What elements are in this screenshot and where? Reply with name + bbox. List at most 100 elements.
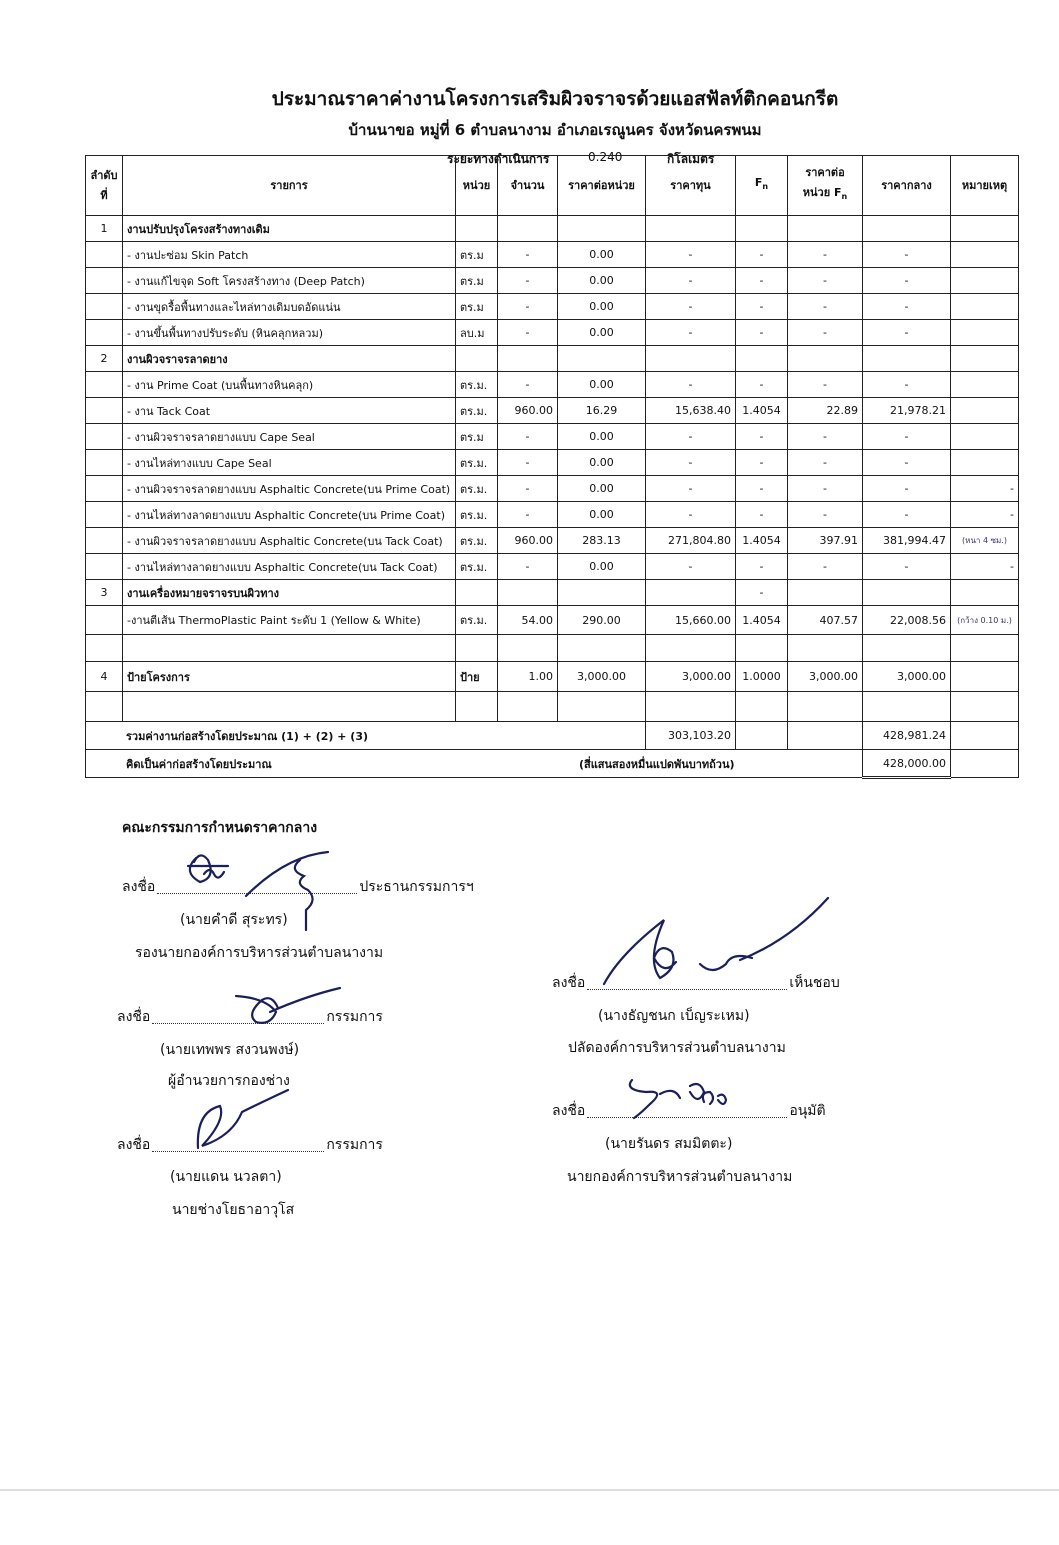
cell-cost: - — [645, 293, 736, 320]
cell-mid-price: 3,000.00 — [862, 661, 951, 692]
cell-cost: - — [645, 423, 736, 450]
cell-qty: - — [497, 267, 558, 294]
header-text: หน่วย — [462, 178, 491, 192]
cell-item: - งานไหล่ทางลาดยางแบบ Asphaltic Concrete… — [122, 553, 456, 580]
cell-unit: ลบ.ม — [455, 319, 498, 346]
header-cell: หมายเหตุ — [950, 155, 1019, 216]
cell-cost — [645, 691, 736, 722]
cell-f: 1.4054 — [735, 605, 788, 635]
cell-unit — [455, 691, 498, 722]
title: ประมาณราคาค่างานโครงการเสริมผิวจราจรด้วย… — [271, 88, 839, 110]
cell-item: - งานขึ้นพื้นทางปรับระดับ (หินคลุกหลวม) — [122, 319, 456, 346]
estimate-row: คิดเป็นค่าก่อสร้างโดยประมาณ (สี่แสนสองหมื… — [85, 749, 1019, 779]
total-cost: 303,103.20 — [645, 721, 736, 750]
cell-price-f: - — [787, 449, 863, 476]
cell-price-f: - — [787, 475, 863, 502]
table-row: - งานแก้ไขจุด Soft โครงสร้างทาง (Deep Pa… — [85, 267, 1019, 294]
cell-qty: 960.00 — [497, 397, 558, 424]
cell-no — [85, 605, 123, 635]
table-row: - งานปะซ่อม Skin Patch ตร.ม -0.00- - - - — [85, 241, 1019, 268]
cell-item: งานผิวจราจรลาดยาง — [122, 345, 456, 372]
cell-cost: - — [645, 553, 736, 580]
subtitle: บ้านนาขอ หมู่ที่ 6 ตำบลนางาม อำเภอเรณูนค… — [348, 121, 762, 139]
estimate-mid-price: 428,000.00 — [862, 749, 951, 779]
cell-price-f — [787, 579, 863, 606]
cell-qty: - — [497, 241, 558, 268]
cell-no — [85, 423, 123, 450]
cell — [787, 721, 863, 750]
cell-qty: - — [497, 371, 558, 398]
cell-mid-price — [862, 634, 951, 662]
cell-item: - งานผิวจราจรลาดยางแบบ Asphaltic Concret… — [122, 527, 456, 554]
cell-item: งานเครื่องหมายจราจรบนผิวทาง — [122, 579, 456, 606]
cell-no — [85, 501, 123, 528]
cell-unit: ตร.ม. — [455, 605, 498, 635]
cell-mid-price — [862, 691, 951, 722]
cell-f — [735, 215, 788, 242]
cell-qty — [497, 345, 558, 372]
cell-item: - งานไหล่ทางลาดยางแบบ Asphaltic Concrete… — [122, 501, 456, 528]
cell-mid-price: - — [862, 423, 951, 450]
cell-qty — [497, 634, 558, 662]
cell-price-f: - — [787, 371, 863, 398]
cell-no — [85, 691, 123, 722]
cell-no — [85, 241, 123, 268]
cell-note — [950, 319, 1019, 346]
cell-f: - — [735, 449, 788, 476]
cell-no — [85, 267, 123, 294]
cell-no — [85, 371, 123, 398]
table-row: - งานไหล่ทางแบบ Cape Seal ตร.ม. -0.00- - - - — [85, 449, 1019, 476]
cell-no: 2 — [85, 345, 123, 372]
table-row: - งานขึ้นพื้นทางปรับระดับ (หินคลุกหลวม) ล… — [85, 319, 1019, 346]
sign-label: ลงชื่อ — [122, 879, 156, 895]
cell-item: งานปรับปรุงโครงสร้างทางเดิม — [122, 215, 456, 242]
cell-unit-price: 0.00 — [557, 553, 646, 580]
header-cell: ราคาต่อหน่วย — [557, 155, 646, 216]
cell-qty: 960.00 — [497, 527, 558, 554]
cell-f: - — [735, 501, 788, 528]
total-row: รวมค่างานก่อสร้างโดยประมาณ (1) + (2) + (… — [85, 721, 1019, 750]
cell-mid-price: - — [862, 449, 951, 476]
cell-cost: - — [645, 371, 736, 398]
cell-qty: 54.00 — [497, 605, 558, 635]
cell-unit-price: 0.00 — [557, 501, 646, 528]
header-text: ลำดับ ที่ — [90, 168, 118, 202]
header-cell: ราคาทุน — [645, 155, 736, 216]
sign-label: ลงชื่อ — [117, 1137, 151, 1153]
cell-unit-price: 0.00 — [557, 319, 646, 346]
header-text: ราคาต่อ หน่วย F — [802, 166, 845, 200]
cell-f — [735, 634, 788, 662]
cell-unit: ตร.ม. — [455, 501, 498, 528]
header-cell: Fn — [735, 155, 788, 216]
cell-f: - — [735, 553, 788, 580]
cell-f: 1.4054 — [735, 397, 788, 424]
role: อนุมัติ — [789, 1103, 826, 1119]
cell-cost: - — [645, 241, 736, 268]
cell-cost: - — [645, 319, 736, 346]
header-text: จำนวน — [510, 178, 545, 192]
cell-no — [85, 475, 123, 502]
cell-unit — [455, 634, 498, 662]
cell-mid-price — [862, 345, 951, 372]
cell-note: - — [950, 475, 1019, 502]
cell-no: 3 — [85, 579, 123, 606]
cell-cost: 15,638.40 — [645, 397, 736, 424]
cell-no: 4 — [85, 661, 123, 692]
cell-mid-price: - — [862, 501, 951, 528]
total-mid-price: 428,981.24 — [862, 721, 951, 750]
cell-note — [950, 371, 1019, 398]
cell-no — [85, 319, 123, 346]
table-row: 2 งานผิวจราจรลาดยาง — [85, 345, 1019, 372]
cell-unit-price — [557, 215, 646, 242]
cell-mid-price: - — [862, 371, 951, 398]
signer-position: ปลัดองค์การบริหารส่วนตำบลนางาม — [568, 1040, 786, 1056]
cell-price-f: - — [787, 423, 863, 450]
cell-no — [85, 634, 123, 662]
table-row: - งาน Prime Coat (บนพื้นทางหินคลุก) ตร.ม.… — [85, 371, 1019, 398]
table-row — [85, 634, 1019, 662]
cell-qty: 1.00 — [497, 661, 558, 692]
cell-cost — [645, 579, 736, 606]
cell-unit-price — [557, 634, 646, 662]
cell-note — [950, 293, 1019, 320]
cell-qty: - — [497, 319, 558, 346]
